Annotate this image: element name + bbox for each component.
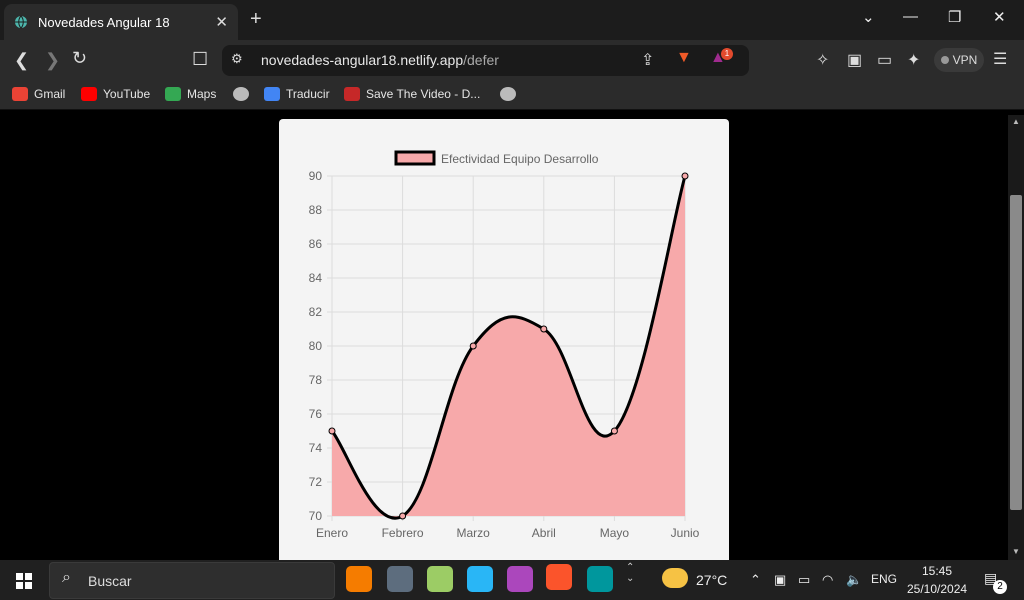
legend-label: Efectividad Equipo Desarrollo [441,152,599,166]
reload-icon[interactable]: ↻ [72,48,88,68]
y-tick-label: 84 [309,271,323,285]
data-point [399,512,407,520]
vpn-status-icon [940,56,949,64]
data-point [469,342,477,350]
brave-taskbar-icon[interactable] [546,564,572,590]
arduino-icon[interactable] [587,566,613,592]
site-info-icon[interactable]: ⚙ [231,51,243,66]
series-area-fill [332,176,685,519]
bookmark-globe[interactable] [233,87,249,101]
bookmark-save-video[interactable]: Save The Video - D... [344,87,480,101]
globe-icon [500,87,516,101]
wallet-icon[interactable]: ▭ [877,52,893,69]
back-icon[interactable]: ❮ [14,50,30,70]
x-tick-label: Marzo [457,526,491,540]
scroll-up-icon[interactable]: ▲ [1012,117,1020,126]
new-tab-icon[interactable]: + [250,8,262,30]
scroll-down-icon[interactable]: ▼ [1012,547,1020,556]
data-point [540,325,548,333]
y-tick-label: 72 [309,475,323,489]
data-point [681,172,689,180]
line-chart: 90 88 86 84 82 80 78 76 74 72 70 Enero Febrero Marzo A… [309,150,700,540]
tools-icon[interactable] [387,566,413,592]
globe-icon [233,87,249,101]
translate-icon [264,87,280,101]
search-icon: ⌕ [62,569,71,586]
tab-title: Novedades Angular 18 [38,14,170,30]
y-tick-label: 90 [309,169,323,183]
weather-temp[interactable]: 27°C [696,572,728,588]
address-bar[interactable] [222,45,749,76]
taskbar-overflow-icon[interactable]: ⌃ ⌄ [626,562,635,584]
y-tick-label: 74 [309,441,323,455]
bookmark-globe-2[interactable] [500,87,516,101]
y-tick-label: 78 [309,373,323,387]
chart-card: 90 88 86 84 82 80 78 76 74 72 70 Enero Febrero Marzo A… [279,119,729,569]
sidebar-icon[interactable]: ▣ [847,52,863,69]
y-tick-label: 80 [309,339,323,353]
x-tick-label: Abril [532,526,556,540]
x-tick-label: Junio [671,526,700,540]
bookmark-gmail[interactable]: Gmail [12,87,65,101]
app-icon[interactable] [427,566,453,592]
leo-ai-icon[interactable]: ✦ [907,52,921,69]
extensions-icon[interactable]: ✧ [816,52,830,69]
vpn-button[interactable]: VPN [934,48,984,72]
restore-icon[interactable]: ❐ [948,9,962,26]
y-tick-label: 76 [309,407,323,421]
legend-swatch [394,150,436,166]
page-scrollbar[interactable]: ▲ ▼ [1008,115,1024,560]
brave-shields-icon[interactable]: ▼ [676,49,692,66]
x-tick-label: Enero [316,526,348,540]
forward-icon[interactable]: ❯ [45,50,61,70]
bookmark-youtube[interactable]: YouTube [81,87,150,101]
tab-close-icon[interactable]: ✕ [215,14,228,31]
bookmark-traducir[interactable]: Traducir [264,87,330,101]
browser-tab[interactable]: Novedades Angular 18 ✕ [4,4,238,40]
camera-icon[interactable]: ▣ [774,572,787,587]
youtube-icon [81,87,97,101]
rewards-badge: 1 [721,48,733,60]
maps-icon [165,87,181,101]
language-indicator[interactable]: ENG [871,572,898,586]
clock-date[interactable]: 25/10/2024 [907,582,968,596]
globe-icon [15,15,27,29]
xampp-icon[interactable] [346,566,372,592]
git-app-icon[interactable] [507,566,533,592]
save-video-icon [344,87,360,101]
bookmark-icon[interactable]: ☐ [192,49,209,69]
volume-icon[interactable]: 🔈 [846,572,863,587]
cloud-app-icon[interactable] [467,566,493,592]
scrollbar-thumb[interactable] [1010,195,1022,510]
x-tick-label: Febrero [382,526,424,540]
wifi-icon[interactable]: ◠ [822,572,834,587]
clock-time[interactable]: 15:45 [922,564,953,578]
y-tick-label: 82 [309,305,323,319]
battery-icon[interactable]: ▭ [798,572,811,587]
x-tick-label: Mayo [600,526,630,540]
gmail-icon [12,87,28,101]
url-text[interactable]: novedades-angular18.netlify.app/defer [261,52,499,68]
y-tick-label: 70 [309,509,323,523]
taskbar-search[interactable]: Buscar [49,562,335,599]
y-tick-label: 88 [309,203,323,217]
data-point [610,427,618,435]
menu-icon[interactable]: ☰ [993,51,1008,68]
share-icon[interactable]: ⇪ [641,52,655,69]
data-point [328,427,336,435]
weather-icon [662,568,688,588]
bookmark-maps[interactable]: Maps [165,87,216,101]
close-window-icon[interactable]: ✕ [993,9,1006,26]
notification-badge: 2 [993,580,1007,594]
tray-chevron-icon[interactable]: ⌃ [750,572,761,587]
y-tick-label: 86 [309,237,323,251]
series-line [330,175,687,520]
minimize-icon[interactable]: — [903,8,918,25]
tab-search-icon[interactable]: ⌄ [862,9,875,26]
windows-start-icon[interactable] [16,573,32,589]
